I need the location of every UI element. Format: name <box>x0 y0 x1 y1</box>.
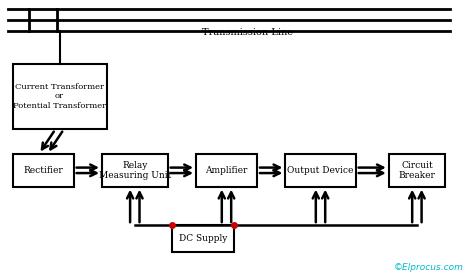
Text: DC Supply: DC Supply <box>179 234 227 243</box>
FancyBboxPatch shape <box>285 154 356 187</box>
Text: Amplifier: Amplifier <box>205 166 248 175</box>
Text: Circuit
Breaker: Circuit Breaker <box>399 161 435 180</box>
Text: Relay
Measuring Unit: Relay Measuring Unit <box>99 161 171 180</box>
FancyBboxPatch shape <box>173 225 234 252</box>
Text: Output Device: Output Device <box>287 166 354 175</box>
Text: Transmission Line: Transmission Line <box>202 28 293 37</box>
Text: Rectifier: Rectifier <box>23 166 63 175</box>
FancyBboxPatch shape <box>196 154 257 187</box>
FancyBboxPatch shape <box>389 154 445 187</box>
Text: Current Transformer
or
Potential Transformer: Current Transformer or Potential Transfo… <box>13 83 106 110</box>
Text: ©Elprocus.com: ©Elprocus.com <box>394 263 464 272</box>
FancyBboxPatch shape <box>13 154 73 187</box>
FancyBboxPatch shape <box>13 64 107 129</box>
FancyBboxPatch shape <box>102 154 168 187</box>
